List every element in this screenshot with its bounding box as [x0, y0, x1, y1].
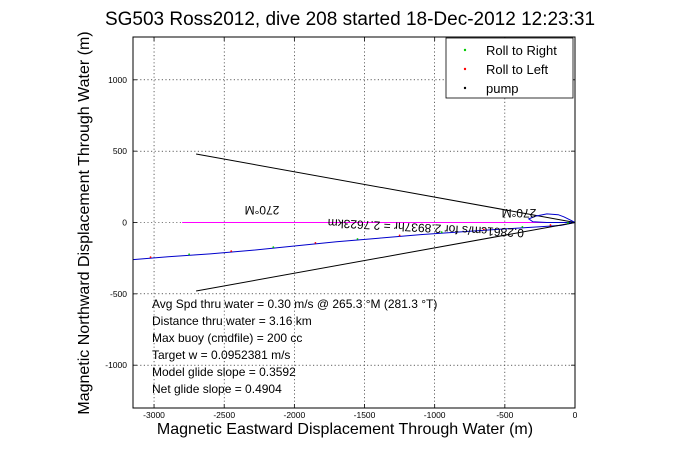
legend-box [445, 37, 574, 99]
roll-right-marker [356, 238, 359, 240]
legend-label: Roll to Right [486, 43, 557, 58]
y-axis-label: Magnetic Northward Displacement Through … [76, 31, 93, 414]
legend-marker [463, 86, 467, 90]
x-tick-label: -1500 [354, 410, 376, 420]
roll-right-marker [188, 253, 191, 256]
stats-line: Net glide slope = 0.4904 [152, 382, 282, 396]
roll-left-marker [482, 228, 485, 231]
x-tick-label: -1000 [424, 410, 446, 420]
x-tick-label: -500 [496, 410, 513, 420]
roll-left-marker [230, 250, 233, 253]
legend: Roll to Right Roll to Left pump [445, 37, 574, 99]
stats-line: Distance thru water = 3.16 km [152, 314, 312, 328]
roll-left-marker [549, 224, 552, 226]
legend-label: Roll to Left [486, 62, 549, 77]
y-tick-label: -500 [110, 289, 127, 299]
x-tick-label: -3000 [143, 410, 165, 420]
stats-line: Target w = 0.0952381 m/s [152, 348, 290, 362]
x-axis-label: Magnetic Eastward Displacement Through W… [157, 421, 533, 438]
roll-right-marker [440, 231, 443, 234]
chart-title: SG503 Ross2012, dive 208 started 18-Dec-… [105, 9, 595, 30]
plot-area: -3000 -2500 -2000 -1500 -1000 -500 0 -1000 -500 0… [105, 36, 578, 420]
roll-left-marker [398, 234, 401, 237]
y-tick-label: -1000 [105, 360, 127, 370]
y-tick-label: 0 [122, 218, 127, 228]
stats-line: Avg Spd thru water = 0.30 m/s @ 265.3 °M… [152, 297, 437, 311]
ticks: -3000 -2500 -2000 -1500 -1000 -500 0 -1000 -500 0… [105, 37, 578, 420]
legend-marker [463, 67, 467, 71]
stats-line: Model glide slope = 0.3592 [152, 365, 296, 379]
x-tick-label: -2000 [283, 410, 305, 420]
legend-label: pump [486, 81, 519, 96]
x-tick-label: 0 [573, 410, 578, 420]
roll-right-marker [521, 225, 524, 228]
y-tick-label: 1000 [108, 75, 127, 85]
heading-label-2: 270°M [502, 206, 537, 220]
x-tick-label: -2500 [213, 410, 235, 420]
heading-label-1: 270°M [245, 203, 280, 217]
roll-left-marker [149, 256, 152, 259]
y-tick-label: 500 [113, 146, 127, 156]
legend-marker [463, 48, 467, 52]
surface-drift-line [527, 213, 576, 223]
track-line [132, 222, 576, 261]
stats-line: Max buoy (cmdfile) = 200 cc [152, 331, 302, 345]
roll-right-marker [272, 246, 275, 249]
roll-right-marker [567, 222, 569, 224]
roll-left-marker [314, 242, 317, 244]
